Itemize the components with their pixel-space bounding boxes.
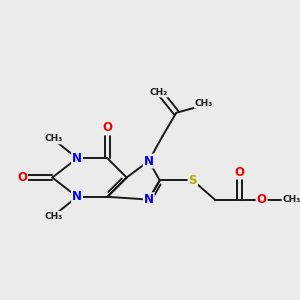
Text: CH₃: CH₃: [195, 99, 213, 108]
Text: N: N: [144, 154, 154, 167]
Text: CH₂: CH₂: [149, 88, 167, 97]
Text: CH₃: CH₃: [45, 134, 63, 143]
Text: O: O: [256, 193, 267, 206]
Text: N: N: [72, 190, 82, 203]
Text: S: S: [188, 174, 197, 187]
Text: N: N: [72, 152, 82, 165]
Text: O: O: [17, 171, 27, 184]
Text: CH₃: CH₃: [283, 195, 300, 204]
Text: CH₃: CH₃: [45, 212, 63, 220]
Text: N: N: [144, 193, 154, 206]
Text: O: O: [102, 122, 112, 134]
Text: O: O: [235, 166, 244, 178]
